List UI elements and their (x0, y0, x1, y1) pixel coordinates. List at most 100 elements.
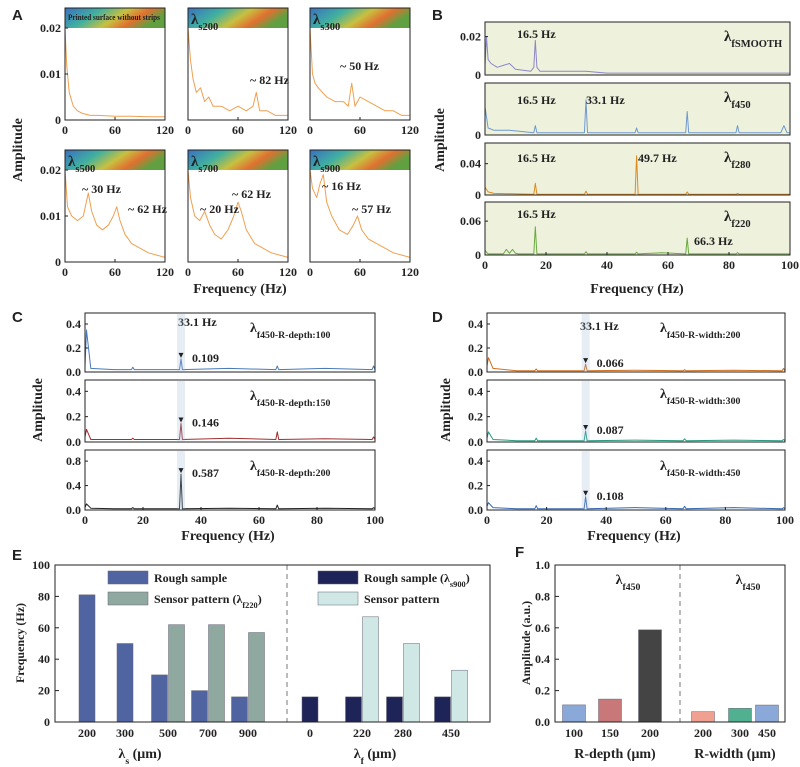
subscript: s300 (320, 22, 340, 33)
subplot-title: λf450-R-depth:100 (250, 321, 330, 341)
y-axis-label: Amplitude (31, 378, 46, 442)
x-axis-label: Frequency (Hz) (193, 282, 287, 297)
bar (345, 696, 362, 723)
text-part: λ (724, 150, 732, 166)
y-tick-label: 0.4 (535, 652, 550, 666)
y-tick-label: 0.4 (66, 479, 81, 493)
peak-label: 0.108 (597, 489, 624, 503)
peak-marker (178, 417, 184, 423)
annotation: 33.1 Hz (586, 93, 625, 107)
y-axis-label: Amplitude (11, 118, 26, 182)
annotation: ~ 30 Hz (82, 182, 122, 196)
peak-marker (583, 490, 589, 496)
subplot-title: λs700 (191, 154, 218, 175)
annotation: ~ 50 Hz (340, 59, 380, 73)
y-tick-label: 0.4 (66, 317, 81, 331)
x-tick-label: 20 (137, 513, 149, 527)
text-part: λ (191, 154, 199, 170)
bar (451, 669, 468, 723)
y-tick-label: 1.0 (535, 558, 550, 572)
x-tick-label: 120 (279, 123, 297, 137)
x-tick-label: 60 (354, 265, 366, 279)
plot-frame (84, 312, 376, 373)
y-tick-label: 0.0 (66, 435, 81, 449)
panel-letter: B (432, 7, 443, 24)
plot-frame (54, 564, 491, 723)
annotation: ~ 20 Hz (200, 202, 240, 216)
subscript: f450-R-depth:150 (257, 398, 331, 409)
y-tick-label: 0.06 (460, 214, 481, 228)
spectrum-line (84, 473, 376, 510)
y-axis-label: Amplitude (439, 378, 454, 442)
y-tick-label: 60 (38, 621, 50, 635)
text-part: λ (660, 459, 667, 474)
subscript: f450 (742, 582, 760, 593)
spectrum-line (484, 155, 790, 195)
y-tick-label: 0.0 (535, 715, 550, 729)
x-tick-label: 700 (199, 726, 217, 740)
x-tick-label: 120 (156, 123, 174, 137)
surface-strip (310, 8, 410, 28)
surface-strip (65, 8, 165, 28)
subplot-title: Printed surface without strips (68, 13, 160, 22)
legend-swatch (317, 591, 359, 606)
subscript: s (125, 756, 129, 767)
x-tick-label: 0 (307, 123, 313, 137)
y-tick-label: 0.0 (468, 435, 483, 449)
surface-strip (310, 150, 410, 170)
legend-label: Sensor pattern (364, 592, 440, 606)
group-title: λf450 (616, 573, 641, 593)
text-part: λ (616, 573, 623, 588)
text-part: λ (724, 209, 732, 225)
subscript: f220 (242, 601, 257, 610)
x-tick-label: 100 (565, 726, 583, 740)
x-tick-label: 100 (781, 258, 799, 272)
text-part: λ (354, 747, 361, 762)
x-tick-label: 40 (600, 513, 612, 527)
spectrum-line (484, 36, 790, 74)
x-tick-label: 300 (731, 726, 749, 740)
peak-band (176, 381, 185, 441)
bar (434, 696, 451, 723)
x-tick-label: 220 (353, 726, 371, 740)
subplot-title: λf450-R-width:300 (660, 387, 740, 407)
y-tick-label: 0.4 (468, 454, 483, 468)
x-tick-label: 20 (540, 258, 552, 272)
annotation: 49.7 Hz (638, 151, 677, 165)
x-tick-label: 60 (232, 123, 244, 137)
text-part: (μm) (129, 747, 162, 762)
x-tick-label: 0 (482, 258, 488, 272)
y-tick-label: 0.2 (468, 341, 483, 355)
text-part: Sensor pattern (λ (154, 592, 242, 606)
subscript: f450 (622, 582, 640, 593)
x-axis-label: λf (μm) (354, 747, 397, 767)
x-tick-label: 200 (641, 726, 659, 740)
bar (598, 698, 622, 723)
annotation: ~ 57 Hz (352, 202, 392, 216)
subscript: fSMOOTH (731, 39, 782, 50)
surface-strip (188, 150, 288, 170)
x-tick-label: 200 (694, 726, 712, 740)
bar (208, 624, 225, 723)
bar (386, 696, 403, 723)
legend-label: Rough sample (154, 571, 228, 585)
text-part: λ (724, 90, 732, 106)
legend-swatch (107, 591, 149, 606)
annotation: ~ 16 Hz (322, 179, 362, 193)
text-part: λ (736, 573, 743, 588)
peak-marker (178, 352, 184, 358)
text-part: ) (258, 592, 262, 606)
x-tick-label: 0 (62, 265, 68, 279)
y-tick-label: 0.04 (460, 157, 481, 171)
text-part: λ (68, 154, 76, 170)
y-axis-label: Frequency (Hz) (13, 603, 27, 683)
y-tick-label: 0.8 (66, 454, 81, 468)
x-tick-label: 60 (109, 265, 121, 279)
subscript: f450 (731, 100, 750, 111)
subplot-title: λf450-R-depth:200 (250, 459, 330, 479)
x-tick-label: 100 (776, 513, 794, 527)
subscript: s900 (320, 164, 340, 175)
x-axis-label: R-depth (μm) (574, 747, 656, 762)
text-part: λ (724, 29, 732, 45)
